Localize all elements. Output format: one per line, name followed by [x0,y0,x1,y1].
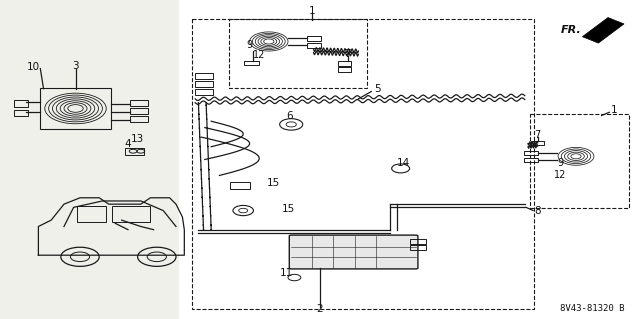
Bar [130,100,148,106]
Text: 9: 9 [246,40,253,50]
Polygon shape [582,18,624,43]
Text: 12: 12 [253,50,266,60]
Bar [531,141,544,145]
Text: 1: 1 [611,105,618,115]
Bar [192,19,534,309]
Text: 7: 7 [534,130,541,140]
Bar [244,61,259,65]
Text: 8V43-81320 B: 8V43-81320 B [559,304,624,313]
Bar [524,151,538,155]
Text: 15: 15 [268,178,280,189]
Text: 13: 13 [131,134,144,144]
Bar [14,110,28,116]
Text: 10: 10 [27,62,40,72]
Text: 8: 8 [534,206,541,216]
Bar [307,43,321,48]
Bar [410,239,426,244]
Bar [307,36,321,41]
Bar [195,81,213,87]
Text: FR.: FR. [561,25,581,35]
Text: 15: 15 [282,204,294,214]
Text: 11: 11 [280,268,293,278]
Bar [77,206,106,222]
Bar [195,89,213,95]
Text: 2: 2 [317,304,323,315]
Bar [410,245,426,250]
Bar [125,148,144,155]
Bar [229,19,367,88]
Bar [130,108,148,114]
Text: 1: 1 [309,6,316,16]
Text: 5: 5 [374,84,381,94]
Text: 6: 6 [287,111,293,122]
Bar [40,88,111,129]
Text: 12: 12 [554,170,566,180]
Bar [195,73,213,79]
Bar [338,61,351,66]
Text: 4: 4 [125,138,131,149]
Bar [112,206,150,222]
Bar [14,100,28,107]
Text: 9: 9 [557,158,563,168]
Text: 7: 7 [344,49,351,59]
FancyBboxPatch shape [289,235,418,269]
Text: 14: 14 [397,158,410,168]
Bar [179,0,640,319]
Bar [130,116,148,122]
Bar [530,114,629,208]
Bar [524,158,538,162]
Text: 3: 3 [72,61,79,71]
Bar [230,182,250,189]
Bar [338,67,351,72]
